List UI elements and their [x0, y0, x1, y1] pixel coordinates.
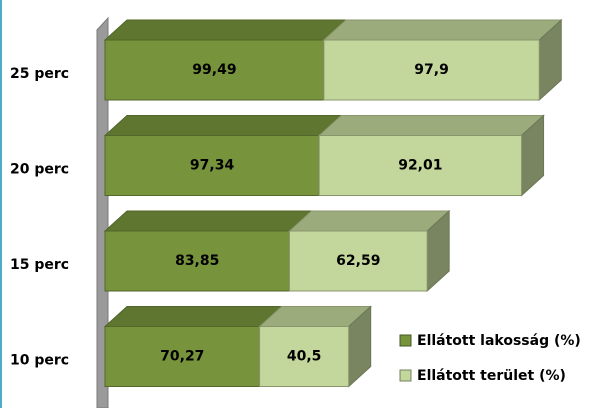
- bar-top: [103, 115, 343, 136]
- bar: [104, 135, 320, 196]
- value-label: 70,27: [160, 349, 204, 365]
- wall: [96, 16, 109, 408]
- bar-top: [103, 210, 313, 232]
- bar: [104, 39, 325, 101]
- bar: [323, 39, 540, 101]
- category-label: 25 perc: [10, 66, 69, 82]
- value-label: 62,59: [336, 253, 380, 269]
- value-label: 40,5: [287, 349, 322, 365]
- bar: [288, 230, 428, 292]
- bar: [318, 135, 523, 196]
- value-label: 92,01: [398, 158, 442, 174]
- bar-top: [288, 210, 451, 232]
- bar: [104, 230, 290, 292]
- category-label: 20 perc: [10, 162, 69, 178]
- category-label: 10 perc: [10, 353, 69, 369]
- bar-top: [103, 19, 348, 41]
- legend-label: Ellátott terület (%): [417, 368, 566, 384]
- category-label: 15 perc: [10, 257, 69, 273]
- legend-swatch: [399, 369, 412, 382]
- bar-top: [322, 19, 563, 41]
- bar: [104, 326, 261, 387]
- bar-top: [103, 306, 283, 327]
- bar-top: [317, 115, 545, 136]
- frame-edge: [0, 0, 2, 408]
- value-label: 99,49: [192, 62, 236, 78]
- value-label: 97,34: [190, 158, 235, 174]
- value-label: 83,85: [175, 253, 219, 269]
- bar: [259, 326, 350, 387]
- legend-swatch: [399, 334, 412, 347]
- legend-label: Ellátott lakosság (%): [417, 333, 581, 349]
- value-label: 97,9: [414, 62, 449, 78]
